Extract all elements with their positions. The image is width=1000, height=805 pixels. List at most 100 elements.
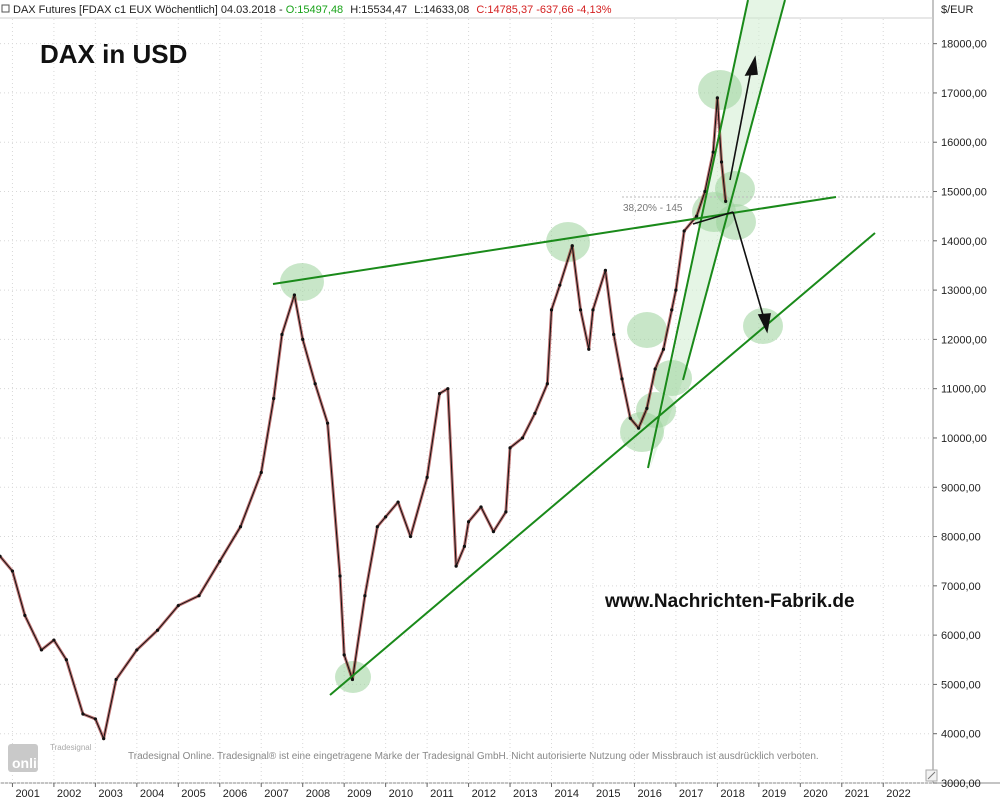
y-tick-label: 14000,00 (941, 236, 987, 248)
y-tick-label: 17000,00 (941, 88, 987, 100)
header-toggle-icon[interactable] (1, 4, 10, 13)
price-point (591, 308, 595, 312)
y-tick-label: 7000,00 (941, 581, 981, 593)
price-point (719, 160, 724, 164)
x-tick-label: 2019 (762, 788, 786, 800)
price-point (653, 367, 657, 371)
price-point (23, 613, 27, 618)
resistance-trendline (272, 196, 837, 285)
copyright-notice: Tradesignal Online. Tradesignal® ist ein… (128, 751, 819, 762)
highlight-circle (636, 392, 676, 428)
price-point (620, 377, 624, 381)
channel-fill (650, 0, 785, 468)
y-axis-label: $/EUR (941, 4, 973, 16)
tradesignal-logo: online Tradesignal (8, 743, 92, 772)
price-point (454, 564, 458, 568)
x-tick-label: 2004 (140, 788, 164, 800)
header-open: O:15497,48 (286, 4, 344, 16)
price-point (661, 347, 666, 351)
arrow-up-line (729, 64, 753, 181)
x-tick-label: 2014 (555, 788, 579, 800)
y-tick-label: 8000,00 (941, 532, 981, 544)
arrow-down-line (732, 211, 766, 323)
price-point (39, 648, 44, 652)
price-point (549, 308, 554, 312)
price-point (437, 392, 442, 396)
x-tick-label: 2003 (98, 788, 122, 800)
price-point (628, 416, 632, 420)
x-tick-label: 2011 (430, 788, 454, 800)
price-point (558, 283, 562, 287)
price-point (10, 569, 15, 573)
header-high: H:15534,47 (350, 4, 407, 16)
fib-level: 38,20% - 145 (622, 196, 933, 214)
x-ticks: 2001 2002 2003 2004 2005 2006 2007 2008 2009 2010… (11, 783, 911, 800)
x-tick-label: 2015 (596, 788, 620, 800)
x-tick-label: 2021 (845, 788, 869, 800)
price-point (338, 574, 342, 578)
highlight-circle (698, 70, 742, 110)
resize-grip-icon[interactable] (925, 769, 938, 782)
logo-subtext: Tradesignal (50, 743, 92, 752)
x-tick-label: 2010 (389, 788, 413, 800)
x-tick-label: 2018 (720, 788, 744, 800)
price-point (363, 594, 367, 598)
price-point (711, 150, 715, 154)
price-point (674, 288, 678, 292)
projection-path (692, 211, 734, 225)
x-tick-label: 2009 (347, 788, 371, 800)
highlight-circle (546, 222, 590, 262)
y-tick-label: 16000,00 (941, 137, 987, 149)
header-instrument: DAX Futures [FDAX c1 EUX Wöchentlich] 04… (13, 4, 286, 16)
price-point (81, 712, 85, 716)
chart-title: DAX in USD (40, 39, 187, 69)
price-point (570, 244, 574, 248)
price-point (280, 332, 284, 337)
projection-arrows (692, 55, 771, 334)
x-tick-label: 2022 (886, 788, 910, 800)
x-tick-label: 2016 (637, 788, 661, 800)
channel-lower-line (647, 0, 749, 469)
x-grid (11, 19, 884, 783)
x-tick-label: 2002 (57, 788, 81, 800)
highlight-circle (280, 263, 324, 301)
logo-box (8, 744, 38, 772)
price-point (508, 446, 512, 450)
x-tick-label: 2008 (306, 788, 330, 800)
price-point (408, 534, 413, 539)
price-point (703, 189, 707, 194)
price-point (670, 308, 674, 312)
price-point (695, 214, 699, 218)
y-tick-label: 9000,00 (941, 482, 981, 494)
header-line: DAX Futures [FDAX c1 EUX Wöchentlich] 04… (13, 4, 612, 16)
price-point (724, 199, 728, 203)
x-tick-label: 2020 (803, 788, 827, 800)
price-point (350, 677, 355, 682)
price-point (466, 520, 471, 524)
uptrend-channel-fill (650, 0, 785, 468)
y-tick-label: 12000,00 (941, 334, 987, 346)
price-point (491, 530, 496, 534)
price-point (52, 638, 56, 642)
y-tick-label: 11000,00 (941, 384, 986, 396)
price-point (301, 337, 305, 341)
price-point (425, 475, 429, 479)
price-point (645, 406, 649, 410)
x-tick-label: 2017 (679, 788, 703, 800)
y-tick-label: 5000,00 (941, 679, 981, 691)
channel-upper-line (682, 0, 786, 381)
price-point (636, 426, 641, 430)
price-point (384, 515, 388, 519)
price-point (102, 737, 106, 741)
arrow-up-head (744, 55, 758, 76)
price-point (520, 436, 525, 440)
price-point (114, 677, 118, 682)
x-tick-label: 2006 (223, 788, 247, 800)
header-low: L:14633,08 (414, 4, 469, 16)
price-point (342, 653, 346, 657)
price-point (545, 382, 549, 386)
highlight-circle (743, 308, 783, 344)
y-ticks: 3000,00 4000,00 5000,00 6000,00 7000,00 8000,… (933, 39, 987, 790)
price-point (259, 470, 263, 475)
